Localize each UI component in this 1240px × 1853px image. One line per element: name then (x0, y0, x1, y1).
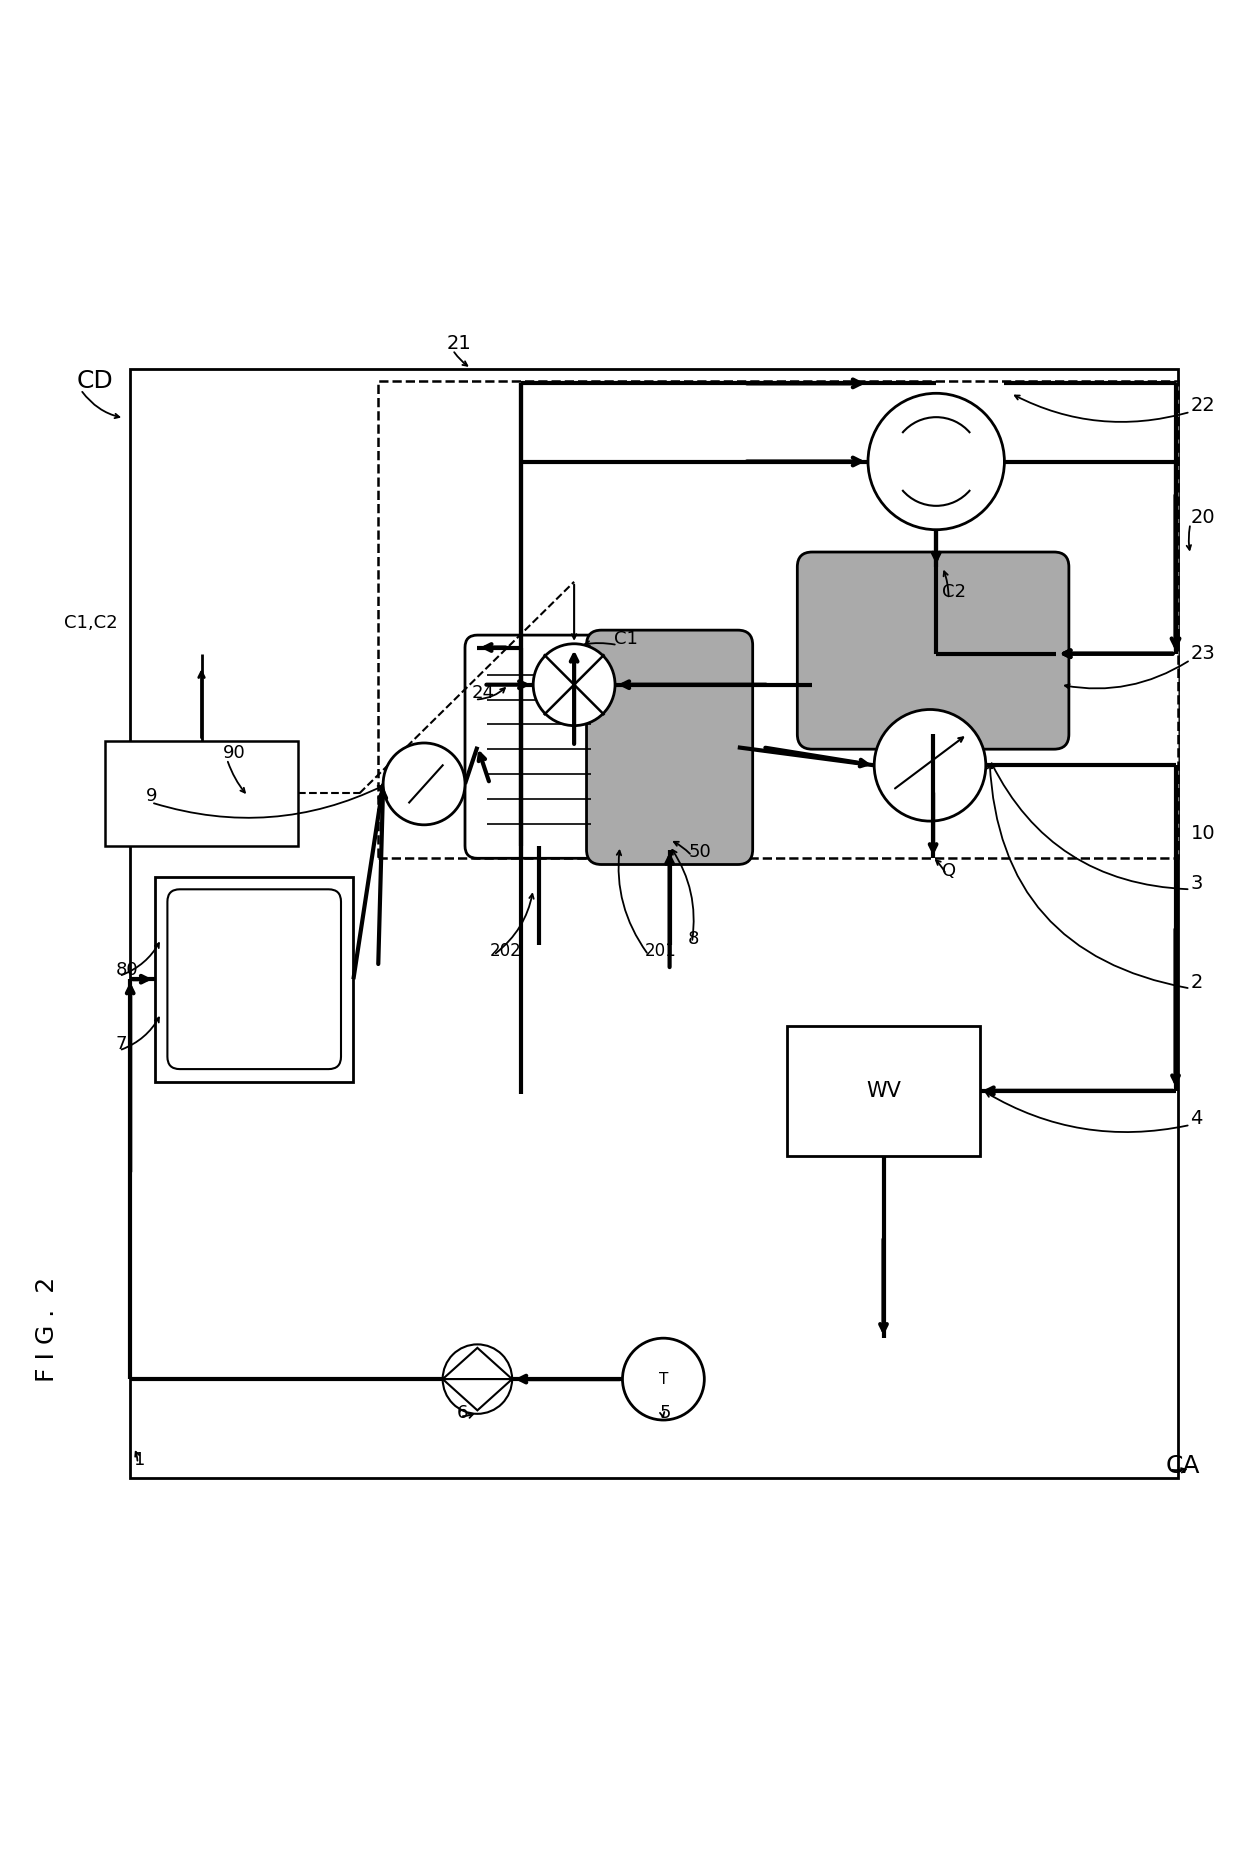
Circle shape (874, 710, 986, 821)
FancyBboxPatch shape (587, 630, 753, 865)
Circle shape (383, 743, 465, 825)
Text: 5: 5 (660, 1403, 671, 1421)
Text: 9: 9 (146, 788, 157, 806)
Text: 202: 202 (490, 943, 522, 960)
Text: 24: 24 (471, 684, 495, 702)
Bar (105, 741, 298, 847)
Circle shape (533, 643, 615, 726)
Text: 6: 6 (456, 1403, 467, 1421)
FancyBboxPatch shape (465, 636, 614, 858)
Text: F I G .  2: F I G . 2 (35, 1277, 58, 1382)
Text: CD: CD (77, 369, 114, 393)
Text: 80: 80 (115, 962, 138, 978)
Circle shape (868, 393, 1004, 530)
Text: 50: 50 (688, 843, 711, 862)
Text: 10: 10 (1190, 825, 1215, 843)
Text: 90: 90 (223, 743, 246, 762)
Text: 8: 8 (688, 930, 699, 949)
Bar (378, 382, 1178, 858)
Text: 2: 2 (1190, 973, 1203, 991)
Circle shape (622, 1338, 704, 1419)
Bar (130, 369, 1178, 1479)
Text: C1,C2: C1,C2 (64, 613, 118, 632)
Text: WV: WV (866, 1080, 901, 1101)
Text: C2: C2 (942, 582, 966, 600)
Text: Q: Q (942, 862, 956, 880)
Text: CA: CA (1166, 1455, 1200, 1479)
Bar (155, 876, 353, 1082)
FancyBboxPatch shape (797, 552, 1069, 749)
Text: 20: 20 (1190, 508, 1215, 526)
Text: 21: 21 (446, 334, 471, 354)
Text: C1: C1 (614, 630, 637, 649)
Text: 201: 201 (645, 943, 677, 960)
Text: 7: 7 (115, 1036, 126, 1053)
FancyBboxPatch shape (167, 889, 341, 1069)
Text: 22: 22 (1190, 397, 1215, 415)
Bar (787, 1027, 980, 1156)
Text: 3: 3 (1190, 873, 1203, 893)
Polygon shape (443, 1347, 512, 1379)
Text: 1: 1 (134, 1451, 145, 1469)
Polygon shape (443, 1379, 512, 1410)
Text: T: T (658, 1371, 668, 1386)
Text: 23: 23 (1190, 645, 1215, 663)
Text: 4: 4 (1190, 1110, 1203, 1128)
